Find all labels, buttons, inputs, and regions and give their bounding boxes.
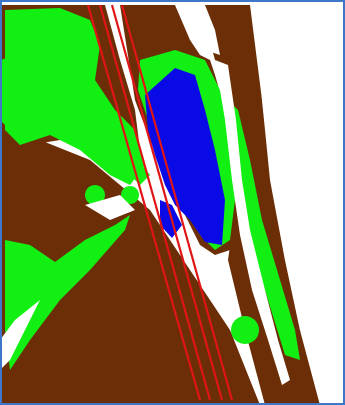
vegetation-layer [0,8,300,370]
white-top-patch [175,5,220,55]
white-right-region [255,5,345,405]
soil-region-bottom [0,140,260,405]
veg-clump-c [61,46,89,74]
road-line-2 [98,4,212,401]
veg-region-right-strip [228,100,300,360]
road-line-3 [110,4,224,401]
veg-clump-b [7,77,43,113]
white-river-bank [215,60,290,385]
veg-clump-e [121,186,139,204]
unclassified-layer [0,5,345,405]
veg-clump-d [85,185,105,205]
white-bottom-left-patch [0,300,40,370]
road-line-1 [86,4,202,401]
veg-region-bottom-left [5,215,130,370]
veg-clump-a [231,316,259,344]
road-line-4 [120,4,234,401]
water-pond [145,68,225,245]
veg-region-strip [20,15,150,185]
white-center-patch [85,195,135,220]
road-layer [86,4,234,401]
